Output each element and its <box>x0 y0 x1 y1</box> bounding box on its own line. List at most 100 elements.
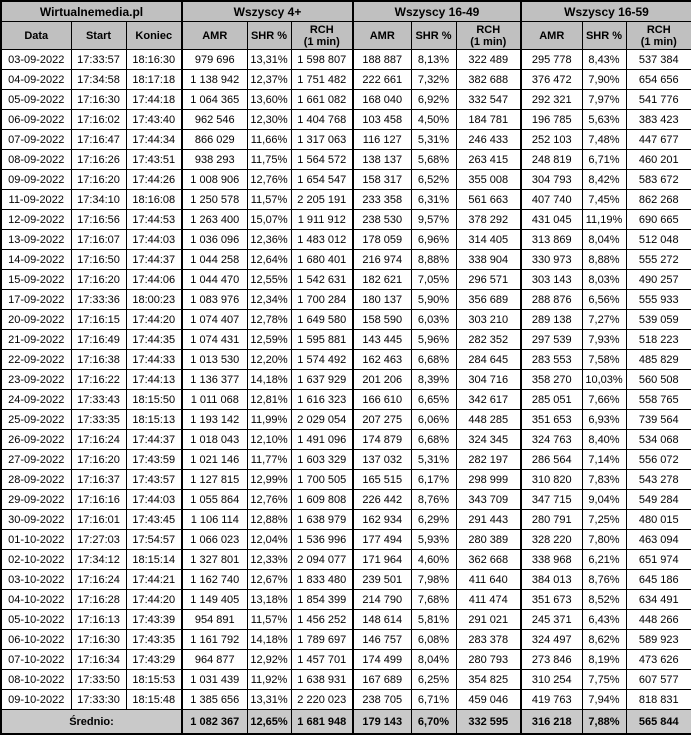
amr-16-59-cell: 324 497 <box>520 629 583 650</box>
end-time-cell: 17:44:53 <box>125 209 183 230</box>
date-cell: 24-09-2022 <box>0 389 72 410</box>
amr-16-49-cell: 166 610 <box>352 389 412 410</box>
amr-4plus-cell: 1 055 864 <box>181 489 248 510</box>
shr-16-49-cell: 6,06% <box>410 409 457 430</box>
start-time-cell: 17:33:57 <box>70 49 127 70</box>
shr-16-59-cell: 8,19% <box>581 649 627 670</box>
start-time-cell: 17:16:30 <box>70 89 127 110</box>
start-time-cell: 17:16:38 <box>70 349 127 370</box>
shr-16-59-cell: 8,42% <box>581 169 627 190</box>
date-cell: 01-10-2022 <box>0 529 72 550</box>
amr-16-49-cell: 201 206 <box>352 369 412 390</box>
rch-16-49-cell: 354 825 <box>455 669 522 690</box>
shr-16-59-cell: 7,93% <box>581 329 627 350</box>
shr-4plus-cell: 11,57% <box>246 189 292 210</box>
rch-4plus-cell: 1 661 082 <box>290 89 354 110</box>
start-time-cell: 17:16:20 <box>70 169 127 190</box>
shr-16-59-cell: 8,62% <box>581 629 627 650</box>
rch-label-line1: RCH <box>646 23 671 36</box>
shr-16-49-cell: 5,31% <box>410 129 457 150</box>
start-time-cell: 17:16:56 <box>70 209 127 230</box>
date-cell: 03-09-2022 <box>0 49 72 70</box>
rch-4plus-cell: 1 542 631 <box>290 269 354 290</box>
shr-4plus-cell: 12,37% <box>246 69 292 90</box>
shr-16-49-cell: 6,68% <box>410 349 457 370</box>
table-row: 03-10-2022 17:16:24 17:44:21 1 162 740 12,67… <box>0 569 691 590</box>
start-time-cell: 17:16:16 <box>70 489 127 510</box>
shr-16-49-cell: 7,32% <box>410 69 457 90</box>
date-cell: 09-09-2022 <box>0 169 72 190</box>
rch-16-59-cell: 645 186 <box>625 569 691 590</box>
shr-16-49-cell: 8,88% <box>410 249 457 270</box>
amr-4plus-cell: 1 127 815 <box>181 469 248 490</box>
amr-16-59-cell: 384 013 <box>520 569 583 590</box>
shr-4plus-cell: 11,92% <box>246 669 292 690</box>
start-time-cell: 17:33:50 <box>70 669 127 690</box>
table-row: 22-09-2022 17:16:38 17:44:33 1 013 530 12,20… <box>0 349 691 370</box>
start-time-cell: 17:16:30 <box>70 629 127 650</box>
amr-4plus-cell: 1 162 740 <box>181 569 248 590</box>
amr-4plus-cell: 1 149 405 <box>181 589 248 610</box>
amr-4plus-cell: 938 293 <box>181 149 248 170</box>
start-time-cell: 17:16:26 <box>70 149 127 170</box>
date-cell: 11-09-2022 <box>0 189 72 210</box>
amr-16-49-cell: 138 137 <box>352 149 412 170</box>
rch-4plus-cell: 1 616 323 <box>290 389 354 410</box>
end-time-cell: 18:15:53 <box>125 669 183 690</box>
table-row: 07-10-2022 17:16:34 17:43:29 964 877 12,92% 1… <box>0 649 691 670</box>
rch-16-59-cell: 555 272 <box>625 249 691 270</box>
start-time-cell: 17:27:03 <box>70 529 127 550</box>
rch-4plus-cell: 1 649 580 <box>290 309 354 330</box>
start-time-cell: 17:16:37 <box>70 469 127 490</box>
rch-16-59-cell: 654 656 <box>625 69 691 90</box>
table-row: 17-09-2022 17:33:36 18:00:23 1 083 976 12,34… <box>0 289 691 310</box>
rch-4plus-cell: 1 609 808 <box>290 489 354 510</box>
shr-4plus-cell: 12,36% <box>246 229 292 250</box>
average-row: Średnio: 1 082 367 12,65% 1 681 948 179 143… <box>0 709 691 735</box>
shr-4plus-cell: 12,88% <box>246 509 292 530</box>
date-cell: 05-09-2022 <box>0 89 72 110</box>
shr-16-59-cell: 9,04% <box>581 489 627 510</box>
rch-16-49-cell: 338 904 <box>455 249 522 270</box>
date-cell: 06-09-2022 <box>0 109 72 130</box>
amr-16-49-cell: 103 458 <box>352 109 412 130</box>
end-time-cell: 17:43:51 <box>125 149 183 170</box>
column-header-row: Data Start Koniec AMR SHR % RCH (1 min) … <box>0 21 691 50</box>
start-time-cell: 17:16:34 <box>70 649 127 670</box>
end-time-cell: 18:15:50 <box>125 389 183 410</box>
end-time-cell: 17:43:57 <box>125 469 183 490</box>
amr-16-49-cell: 143 445 <box>352 329 412 350</box>
start-time-cell: 17:16:02 <box>70 109 127 130</box>
amr-4plus-cell: 979 696 <box>181 49 248 70</box>
table-row: 21-09-2022 17:16:49 17:44:35 1 074 431 12,59… <box>0 329 691 350</box>
amr-16-59-cell: 351 653 <box>520 409 583 430</box>
rch-4plus-cell: 1 833 480 <box>290 569 354 590</box>
amr-16-49-cell: 182 621 <box>352 269 412 290</box>
amr-4plus-cell: 1 193 142 <box>181 409 248 430</box>
start-time-cell: 17:16:22 <box>70 369 127 390</box>
shr-16-49-cell: 6,25% <box>410 669 457 690</box>
rch-4plus-cell: 1 598 807 <box>290 49 354 70</box>
date-cell: 17-09-2022 <box>0 289 72 310</box>
rch-4plus-cell: 1 700 284 <box>290 289 354 310</box>
date-cell: 02-10-2022 <box>0 549 72 570</box>
end-time-cell: 17:44:37 <box>125 429 183 450</box>
table-body: 03-09-2022 17:33:57 18:16:30 979 696 13,31% 1… <box>0 49 691 710</box>
end-time-cell: 17:43:59 <box>125 449 183 470</box>
date-cell: 30-09-2022 <box>0 509 72 530</box>
date-cell: 20-09-2022 <box>0 309 72 330</box>
date-cell: 29-09-2022 <box>0 489 72 510</box>
rch-4plus-cell: 1 456 252 <box>290 609 354 630</box>
end-time-cell: 17:44:37 <box>125 249 183 270</box>
rch-4plus-cell: 1 317 063 <box>290 129 354 150</box>
rch-16-59-cell: 558 765 <box>625 389 691 410</box>
amr-16-49-cell: 174 879 <box>352 429 412 450</box>
end-time-cell: 17:44:35 <box>125 329 183 350</box>
start-time-cell: 17:16:24 <box>70 569 127 590</box>
date-cell: 27-09-2022 <box>0 449 72 470</box>
end-time-cell: 17:43:29 <box>125 649 183 670</box>
amr-16-49-cell: 207 275 <box>352 409 412 430</box>
amr-16-59-cell: 248 819 <box>520 149 583 170</box>
shr-4plus-cell: 12,76% <box>246 169 292 190</box>
shr-16-59-cell: 8,52% <box>581 589 627 610</box>
